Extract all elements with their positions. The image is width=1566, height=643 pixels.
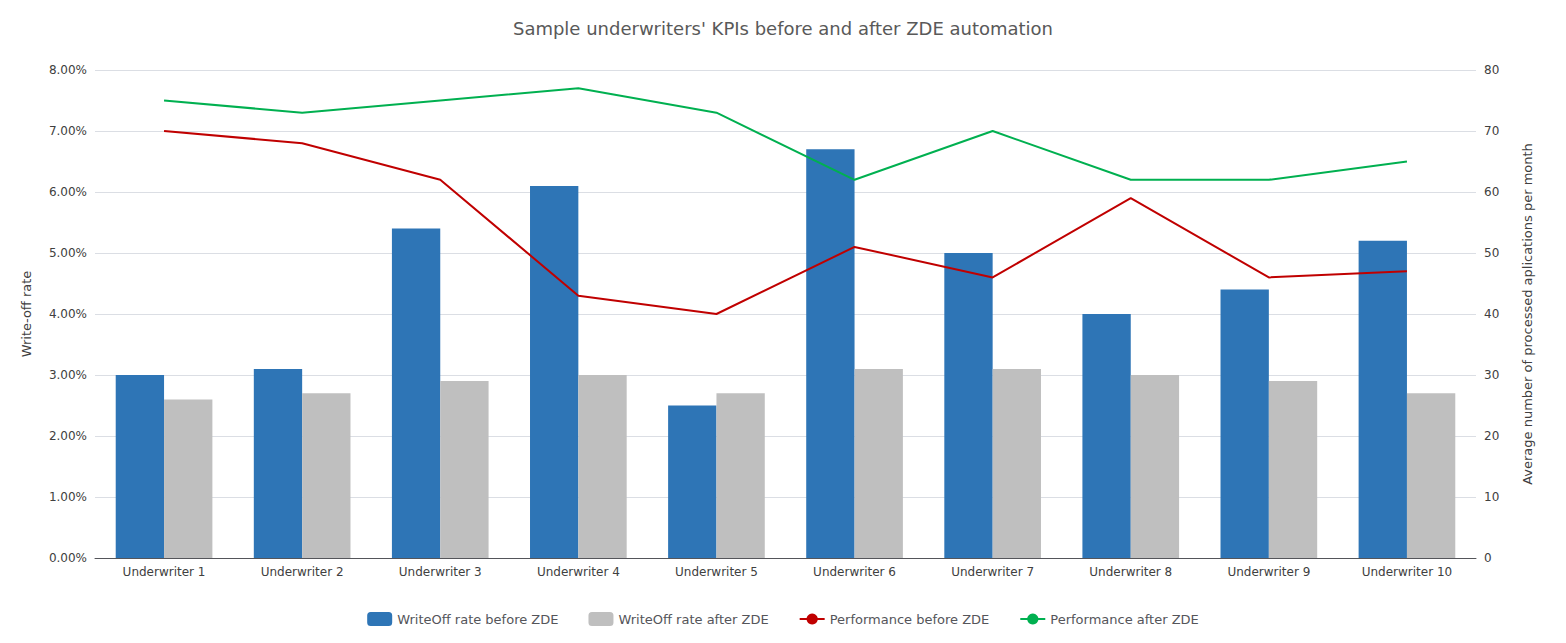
svg-text:Underwriter 7: Underwriter 7	[951, 565, 1034, 579]
svg-text:1.00%: 1.00%	[49, 490, 87, 504]
svg-text:5.00%: 5.00%	[49, 246, 87, 260]
svg-text:Underwriter 4: Underwriter 4	[537, 565, 620, 579]
svg-text:Average number of processed ap: Average number of processed aplications …	[1520, 143, 1535, 485]
svg-text:WriteOff rate before ZDE: WriteOff rate before ZDE	[397, 612, 558, 627]
svg-text:10: 10	[1484, 490, 1499, 504]
svg-text:Performance before ZDE: Performance before ZDE	[830, 612, 990, 627]
svg-text:Underwriter 10: Underwriter 10	[1362, 565, 1453, 579]
svg-text:Underwriter 3: Underwriter 3	[399, 565, 482, 579]
svg-text:Underwriter 2: Underwriter 2	[261, 565, 344, 579]
svg-text:0.00%: 0.00%	[49, 551, 87, 565]
svg-text:Underwriter 1: Underwriter 1	[123, 565, 206, 579]
svg-text:6.00%: 6.00%	[49, 185, 87, 199]
svg-text:Underwriter 5: Underwriter 5	[675, 565, 758, 579]
svg-text:7.00%: 7.00%	[49, 124, 87, 138]
svg-text:8.00%: 8.00%	[49, 63, 87, 77]
svg-text:50: 50	[1484, 246, 1499, 260]
svg-text:20: 20	[1484, 429, 1499, 443]
svg-text:WriteOff rate after ZDE: WriteOff rate after ZDE	[618, 612, 768, 627]
svg-text:70: 70	[1484, 124, 1499, 138]
svg-text:30: 30	[1484, 368, 1499, 382]
svg-text:Underwriter 8: Underwriter 8	[1089, 565, 1172, 579]
svg-text:2.00%: 2.00%	[49, 429, 87, 443]
svg-text:Performance after ZDE: Performance after ZDE	[1050, 612, 1199, 627]
svg-text:Sample underwriters' KPIs befo: Sample underwriters' KPIs before and aft…	[513, 18, 1053, 39]
svg-text:60: 60	[1484, 185, 1499, 199]
svg-text:4.00%: 4.00%	[49, 307, 87, 321]
svg-text:0: 0	[1484, 551, 1492, 565]
svg-text:80: 80	[1484, 63, 1499, 77]
svg-text:40: 40	[1484, 307, 1499, 321]
svg-text:Underwriter 9: Underwriter 9	[1227, 565, 1310, 579]
svg-text:3.00%: 3.00%	[49, 368, 87, 382]
svg-text:Write-off rate: Write-off rate	[19, 271, 34, 358]
svg-text:Underwriter 6: Underwriter 6	[813, 565, 896, 579]
